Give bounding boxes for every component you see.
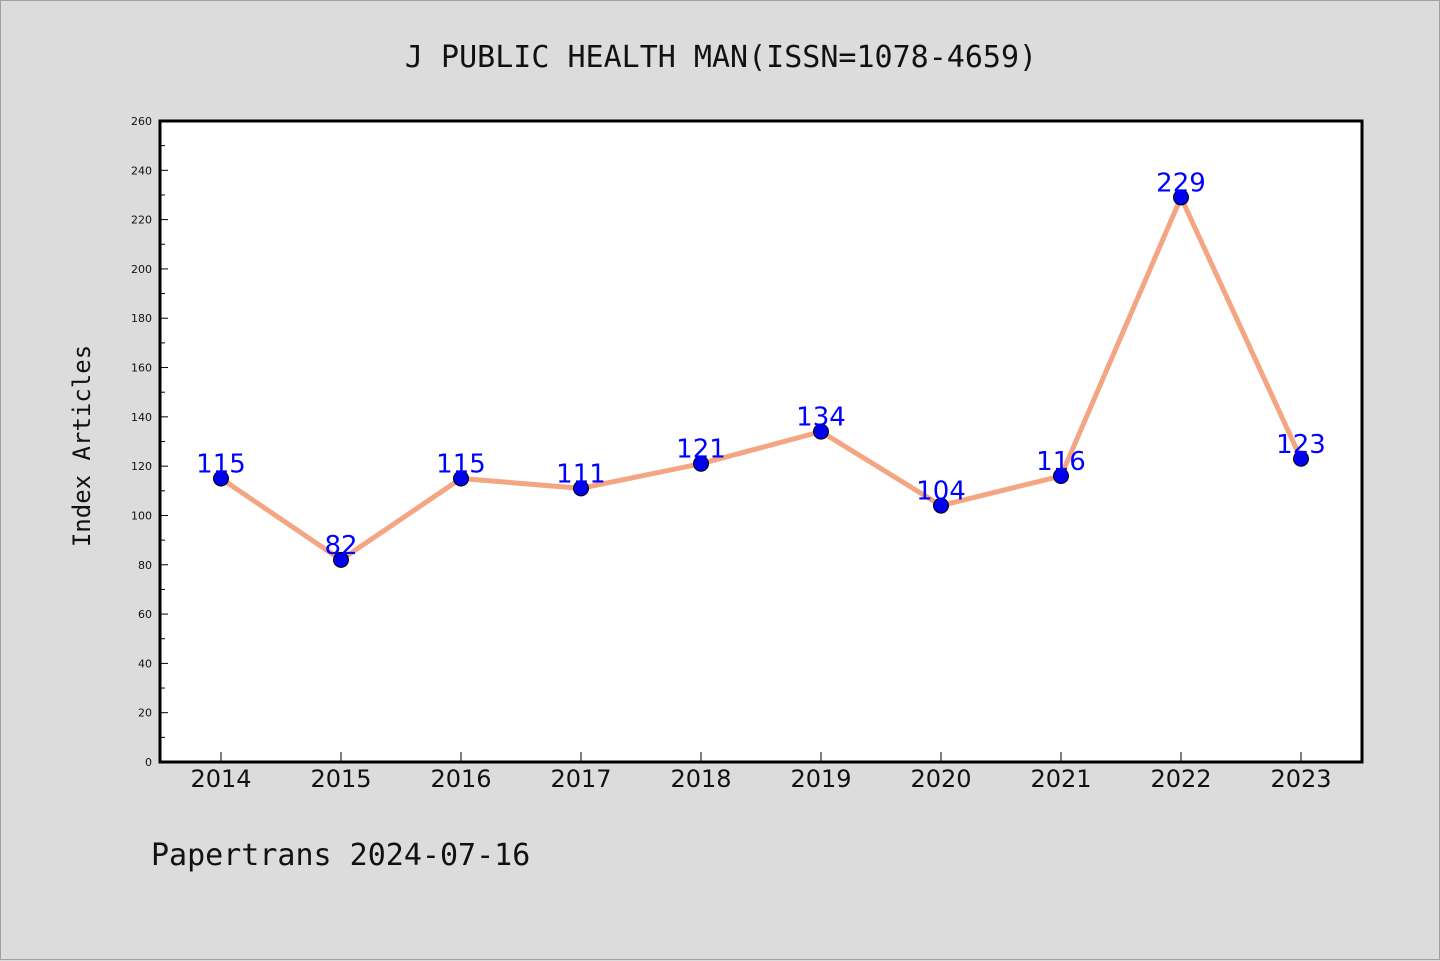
y-tick-label: 40 <box>138 657 152 670</box>
data-label: 121 <box>676 435 726 465</box>
y-tick-label: 200 <box>131 263 152 276</box>
data-point <box>1053 468 1069 485</box>
data-label: 123 <box>1276 430 1326 460</box>
data-label: 115 <box>196 449 246 479</box>
x-tick-label: 2019 <box>790 765 851 793</box>
y-tick-label: 180 <box>131 312 152 325</box>
data-label: 82 <box>324 531 357 561</box>
y-tick-label: 0 <box>145 756 152 769</box>
x-axis: 2014 2015 2016 2017 2018 2019 2020 2021 2022 2023 <box>190 752 1332 793</box>
data-label: 229 <box>1156 168 1206 198</box>
data-point <box>573 480 589 497</box>
y-tick-label: 80 <box>138 559 152 572</box>
data-labels-group: 115 82 115 111 121 134 104 116 229 123 <box>196 168 1326 560</box>
x-tick-label: 2015 <box>310 765 371 793</box>
x-tick-label: 2023 <box>1270 765 1331 793</box>
data-point <box>693 455 709 472</box>
x-tick-label: 2014 <box>190 765 251 793</box>
y-axis: 0 20 40 60 80 100 120 140 160 180 200 220 240 260 <box>131 115 168 769</box>
series-line-group <box>219 194 1304 563</box>
data-point <box>213 470 229 487</box>
x-tick-label: 2018 <box>670 765 731 793</box>
y-tick-label: 20 <box>138 707 152 720</box>
data-label: 134 <box>796 403 846 433</box>
series-line <box>219 194 1304 563</box>
y-tick-label: 60 <box>138 608 152 621</box>
y-tick-label: 100 <box>131 509 152 522</box>
footer-credit: Papertrans 2024-07-16 <box>151 838 530 873</box>
x-tick-label: 2016 <box>430 765 491 793</box>
plot-area <box>158 119 1364 764</box>
data-label: 111 <box>556 459 606 489</box>
data-point <box>933 497 949 514</box>
data-label: 115 <box>436 449 486 479</box>
y-tick-label: 120 <box>131 460 152 473</box>
data-point <box>1173 189 1189 206</box>
x-tick-label: 2020 <box>910 765 971 793</box>
x-tick-label: 2017 <box>550 765 611 793</box>
x-tick-label: 2022 <box>1150 765 1211 793</box>
y-tick-label: 220 <box>131 214 152 227</box>
y-tick-label: 160 <box>131 362 152 375</box>
data-point <box>453 470 469 487</box>
x-tick-label: 2021 <box>1030 765 1091 793</box>
data-point <box>813 423 829 440</box>
chart-title: J PUBLIC HEALTH MAN(ISSN=1078-4659) <box>405 40 1037 75</box>
data-label: 104 <box>916 477 966 507</box>
data-label: 116 <box>1036 447 1086 477</box>
y-tick-label: 140 <box>131 411 152 424</box>
data-point <box>1293 450 1309 467</box>
y-tick-label: 260 <box>131 115 152 128</box>
data-point <box>333 551 349 568</box>
y-axis-label: Index Articles <box>68 345 96 547</box>
data-points-group <box>213 189 1309 568</box>
y-tick-label: 240 <box>131 164 152 177</box>
